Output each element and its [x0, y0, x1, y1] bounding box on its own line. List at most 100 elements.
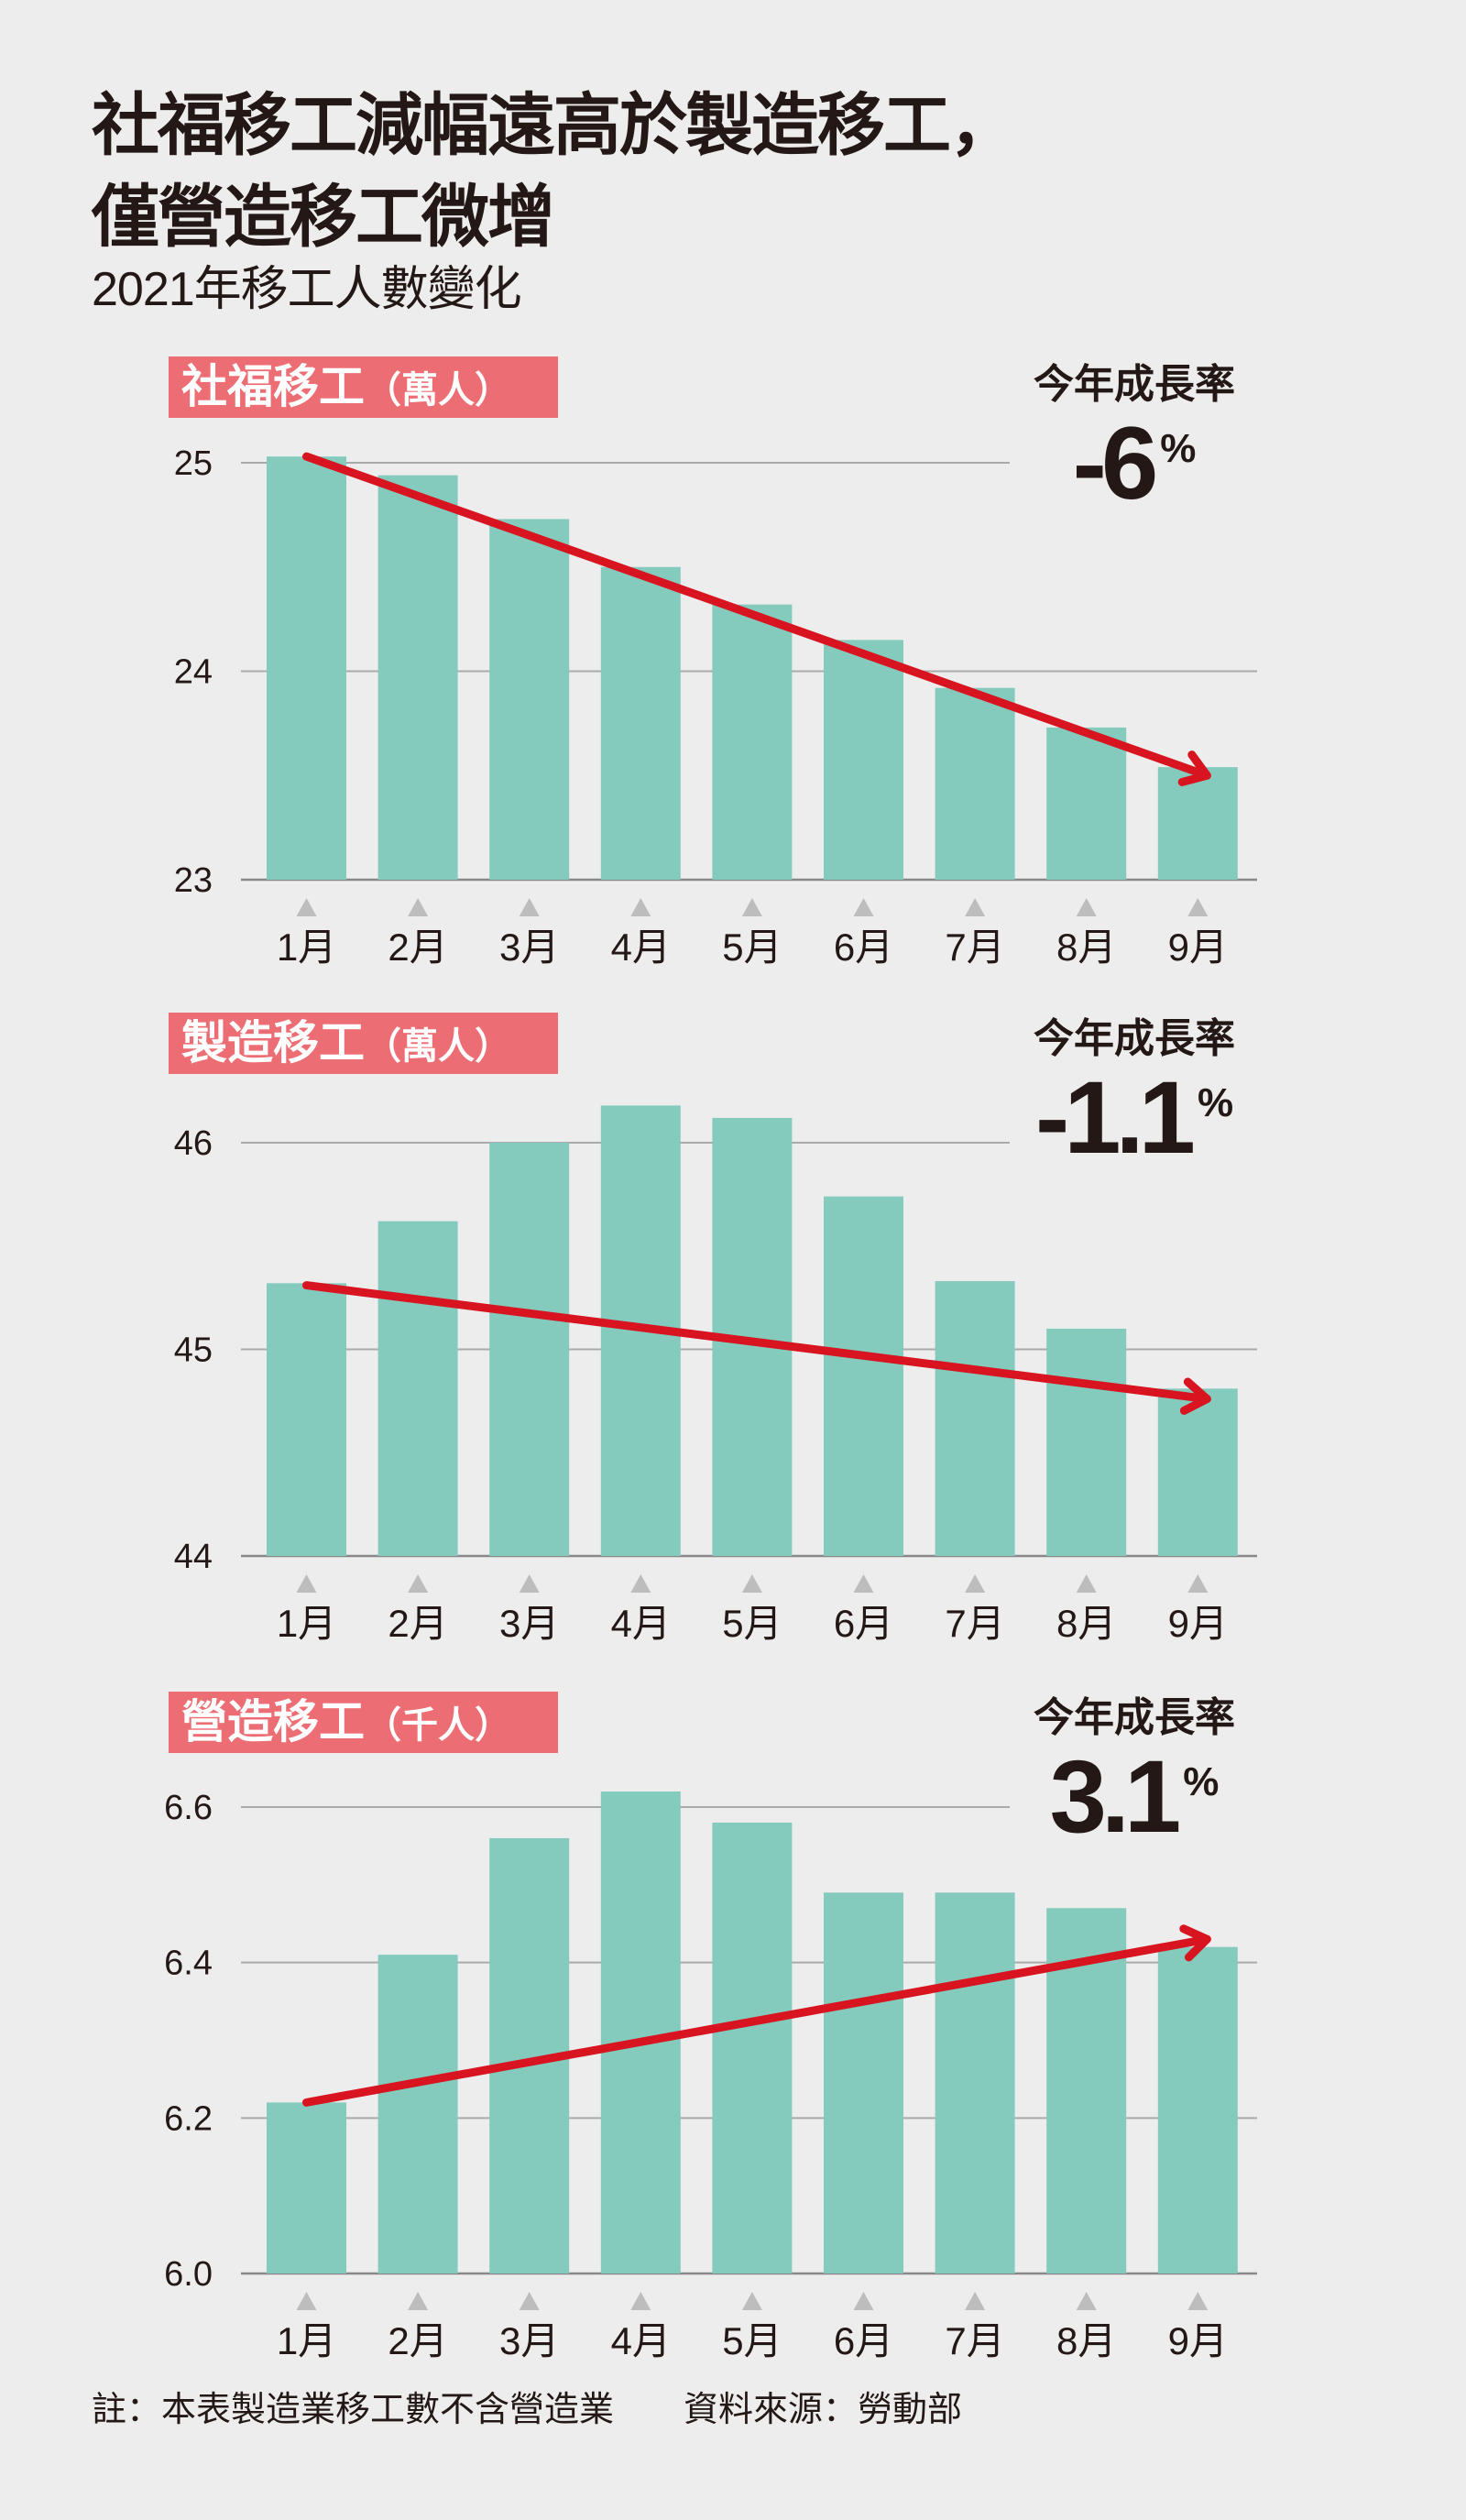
chart-2-month-label: 5月 — [722, 1602, 782, 1645]
chart-1-bar-3月 — [489, 519, 570, 880]
chart-3-ytick-label: 6.0 — [164, 2255, 213, 2294]
triangle-marker-icon — [741, 1574, 762, 1593]
growth-label: 今年成長率 — [1034, 1016, 1235, 1061]
triangle-marker-icon — [853, 898, 874, 916]
chart-1-month-label: 7月 — [945, 926, 1004, 969]
triangle-marker-icon — [1187, 2292, 1209, 2310]
growth-value: -1.1 — [1034, 1060, 1196, 1175]
triangle-marker-icon — [296, 2292, 317, 2310]
triangle-marker-icon — [965, 2292, 986, 2310]
triangle-marker-icon — [853, 2292, 874, 2310]
triangle-marker-icon — [741, 2292, 762, 2310]
growth-unit: % — [1183, 1759, 1220, 1804]
triangle-marker-icon — [1076, 898, 1097, 916]
chart-2-ytick-label: 46 — [174, 1124, 213, 1163]
growth-label: 今年成長率 — [1034, 1695, 1235, 1740]
triangle-marker-icon — [965, 1574, 986, 1593]
triangle-marker-icon — [630, 2292, 651, 2310]
chart-3-bar-2月 — [377, 1955, 458, 2273]
triangle-marker-icon — [408, 898, 429, 916]
triangle-marker-icon — [630, 1574, 651, 1593]
chart-2-bar-1月 — [267, 1283, 346, 1556]
chart-3-label: 營造移工（千人） — [169, 1692, 558, 1753]
chart-3-month-label: 5月 — [722, 2319, 782, 2362]
chart-1-growth: 今年成長率 -6% — [997, 365, 1272, 515]
triangle-marker-icon — [519, 1574, 540, 1593]
chart-2-bar-3月 — [489, 1143, 570, 1556]
chart-1-bar-7月 — [935, 687, 1015, 880]
triangle-marker-icon — [1076, 2292, 1097, 2310]
chart-2-month-label: 2月 — [388, 1602, 447, 1645]
arrowhead-icon — [1179, 1924, 1211, 1962]
chart-1-month-label: 9月 — [1168, 926, 1228, 969]
triangle-marker-icon — [296, 1574, 317, 1593]
chart-1-label: 社福移工（萬人） — [169, 356, 558, 418]
headline-line-2: 僅營造移工微增 — [92, 179, 555, 255]
triangle-marker-icon — [408, 2292, 429, 2310]
chart-3-bar-5月 — [712, 1822, 793, 2273]
triangle-marker-icon — [965, 898, 986, 916]
chart-2-month-label: 8月 — [1056, 1602, 1116, 1645]
chart-2-ytick-label: 45 — [174, 1331, 213, 1370]
arrowhead-icon — [1177, 751, 1211, 786]
chart-3-title: 營造移工 — [181, 1696, 365, 1748]
chart-2-bar-8月 — [1046, 1328, 1127, 1556]
chart-3-month-label: 7月 — [945, 2319, 1004, 2362]
chart-3-trend-arrow — [302, 1934, 1211, 2107]
chart-1-ytick-label: 23 — [174, 861, 213, 900]
chart-2-bar-9月 — [1157, 1388, 1238, 1556]
chart-2-month-label: 9月 — [1168, 1602, 1228, 1645]
chart-3-ytick-label: 6.6 — [164, 1789, 213, 1827]
chart-2-month-label: 1月 — [277, 1602, 336, 1645]
chart-3-bar-7月 — [935, 1892, 1015, 2273]
chart-1-bar-9月 — [1157, 767, 1238, 880]
chart-2-growth: 今年成長率 -1.1% — [997, 1019, 1272, 1169]
chart-3-month-label: 9月 — [1168, 2319, 1228, 2362]
growth-value: -6 — [1072, 406, 1159, 520]
chart-3-bar-1月 — [267, 2102, 346, 2273]
triangle-marker-icon — [519, 898, 540, 916]
chart-3-month-label: 6月 — [834, 2319, 893, 2362]
chart-1-bar-6月 — [824, 640, 903, 880]
arrowhead-icon — [1179, 1377, 1211, 1415]
chart-2-month-label: 6月 — [834, 1602, 893, 1645]
chart-1-title: 社福移工 — [181, 361, 365, 412]
chart-3-month-label: 1月 — [277, 2319, 336, 2362]
chart-2-unit: （萬人） — [365, 1026, 511, 1067]
triangle-marker-icon — [853, 1574, 874, 1593]
chart-2-bar-2月 — [377, 1221, 458, 1556]
chart-1-bar-1月 — [267, 456, 346, 880]
chart-3-bar-6月 — [824, 1892, 903, 2273]
chart-1-bar-4月 — [600, 566, 681, 880]
chart-2-month-label: 3月 — [499, 1602, 559, 1645]
chart-1-unit: （萬人） — [365, 370, 511, 411]
chart-3-ytick-label: 6.4 — [164, 1945, 213, 1983]
triangle-marker-icon — [1187, 898, 1209, 916]
chart-3-bar-9月 — [1157, 1946, 1238, 2273]
growth-unit: % — [1160, 426, 1197, 471]
growth-value: 3.1 — [1049, 1739, 1182, 1854]
footnote: 註：本表製造業移工數不含營造業 資料來源：勞動部 — [92, 2391, 963, 2429]
triangle-marker-icon — [519, 2292, 540, 2310]
chart-1-month-label: 4月 — [611, 926, 671, 969]
chart-1-bar-2月 — [377, 475, 458, 880]
chart-1-bar-5月 — [712, 604, 793, 880]
triangle-marker-icon — [296, 898, 317, 916]
chart-2-title: 製造移工 — [181, 1017, 365, 1068]
chart-3-month-label: 2月 — [388, 2319, 447, 2362]
chart-1-month-label: 5月 — [722, 926, 782, 969]
growth-label: 今年成長率 — [1034, 362, 1235, 407]
chart-1-bar-8月 — [1046, 727, 1127, 880]
chart-3-month-label: 4月 — [611, 2319, 671, 2362]
chart-2-bar-6月 — [824, 1196, 903, 1556]
chart-1-month-label: 6月 — [834, 926, 893, 969]
chart-3-unit: （千人） — [365, 1705, 511, 1746]
chart-1-month-label: 1月 — [277, 926, 336, 969]
chart-2-month-label: 7月 — [945, 1602, 1004, 1645]
triangle-marker-icon — [630, 898, 651, 916]
chart-3-ytick-label: 6.2 — [164, 2099, 213, 2138]
triangle-marker-icon — [1076, 1574, 1097, 1593]
chart-2-month-label: 4月 — [611, 1602, 671, 1645]
chart-1-month-label: 8月 — [1056, 926, 1116, 969]
